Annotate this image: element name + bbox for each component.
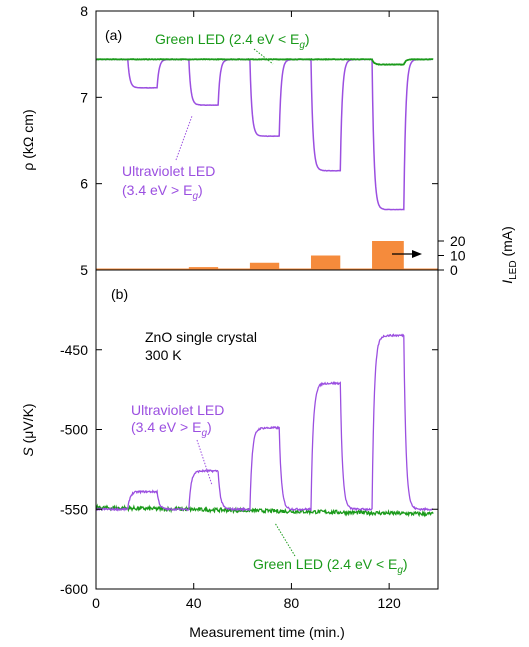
x-tick-label: 0 (92, 595, 100, 611)
x-tick-label: 40 (186, 595, 202, 611)
sample-label-line1: ZnO single crystal (145, 329, 257, 345)
x-tick-label: 80 (284, 595, 300, 611)
sample-label-line2: 300 K (145, 347, 182, 363)
panel-b: -600 -550 -500 -450 0 40 80 120 (b) S (μV/K) Me… (20, 269, 439, 640)
led-current-bar (372, 241, 404, 270)
y-tick-label-b: -450 (60, 342, 88, 358)
x-axis-label: Measurement time (min.) (189, 624, 345, 640)
current-bars (96, 241, 438, 271)
green-led-leader-a (253, 48, 274, 65)
uv-led-seebeck-line (95, 333, 434, 512)
green-led-label-a: Green LED (2.4 eV < Eg) (155, 31, 310, 51)
uv-led-label-a-line2: (3.4 eV > Eg) (122, 182, 203, 202)
uv-led-label-b-line2: (3.4 eV > Eg) (131, 419, 212, 439)
panel-a-frame (95, 10, 439, 271)
panel-b-ticks: -600 -550 -500 -450 0 40 80 120 (60, 342, 438, 611)
secondary-tick-label: 0 (450, 262, 458, 278)
led-current-bar (310, 255, 341, 270)
y-tick-label-a: 8 (80, 3, 88, 19)
y-tick-label-a: 6 (80, 176, 88, 192)
secondary-axis-arrow-head (412, 250, 422, 258)
uv-led-leader-b (196, 439, 213, 486)
led-current-bar (249, 262, 280, 270)
uv-led-label-a-line1: Ultraviolet LED (122, 163, 215, 179)
uv-led-resistivity-line (95, 58, 434, 211)
y-axis-label-a: ρ (kΩ cm) (20, 109, 36, 170)
x-tick-label: 120 (377, 595, 401, 611)
y-tick-label-b: -500 (60, 422, 88, 438)
y-tick-label-b: -550 (60, 501, 88, 517)
y-tick-label-b: -600 (60, 581, 88, 597)
secondary-tick-label: 20 (450, 233, 466, 249)
uv-led-label-b-line1: Ultraviolet LED (131, 402, 224, 418)
panel-a-tag: (a) (105, 27, 122, 43)
green-led-resistivity-line (95, 57, 434, 66)
panel-a-series (95, 57, 434, 211)
green-led-label-b: Green LED (2.4 eV < Eg) (253, 556, 408, 576)
y-tick-label-a: 5 (80, 262, 88, 278)
secondary-axis-label: ILED (mA) (499, 226, 519, 284)
green-led-leader-b (274, 522, 296, 557)
y-axis-label-b: S (μV/K) (20, 403, 36, 456)
panel-b-series (95, 333, 434, 518)
uv-led-leader-a (175, 115, 193, 161)
green-led-seebeck-line (95, 503, 434, 518)
secondary-tick-label: 10 (450, 248, 466, 264)
panel-b-tag: (b) (111, 286, 128, 302)
y-tick-label-a: 7 (80, 89, 88, 105)
